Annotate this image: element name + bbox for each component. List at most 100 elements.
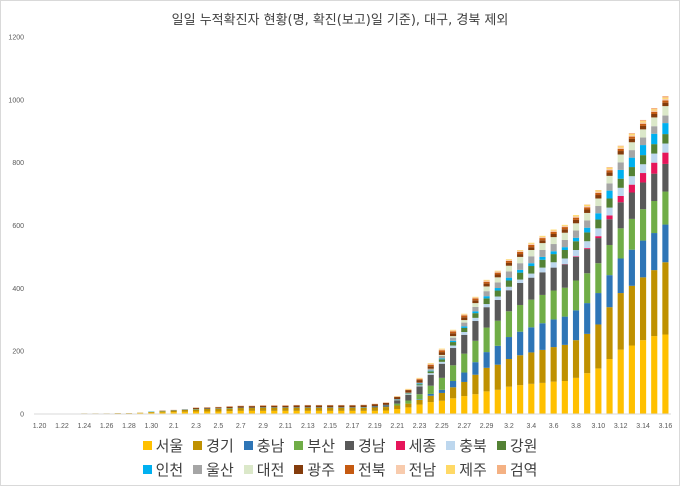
bar-segment-3.15-충남 [651, 233, 658, 271]
bar-segment-2.12-광주 [293, 405, 300, 408]
bar-segment-2.14-경기 [315, 407, 323, 411]
bar-segment-3.14-서울 [639, 340, 647, 414]
legend-item: 인천 [142, 459, 183, 480]
y-tick-label: 400 [12, 286, 24, 293]
bar-segment-3.3-인천 [517, 269, 524, 273]
bar-segment-3.2-강원 [505, 280, 513, 287]
bar-segment-2.28-강원 [472, 313, 479, 318]
bar-segment-2.24-부산 [427, 385, 434, 394]
bar-segment-3.13-강원 [628, 167, 635, 177]
bar-segment-2.28-경남 [472, 321, 479, 341]
bar-segment-3.2-경기 [505, 359, 513, 387]
bar-segment-2.14-광주 [315, 405, 323, 408]
bar-segment-3.15-검역 [651, 108, 658, 110]
bar-segment-2.22-경남 [405, 394, 412, 401]
bar-segment-3.9-경남 [584, 249, 591, 274]
bar-segment-2.29-대전 [483, 286, 490, 292]
x-tick-label: 3.12 [614, 423, 628, 430]
bar-segment-3.12-부산 [617, 228, 624, 259]
bar-segment-2.25-충북 [438, 361, 445, 364]
bar-segment-3.14-경기 [639, 277, 647, 341]
bar-segment-3.13-광주 [628, 138, 635, 143]
bar-segment-3.14-전북 [639, 123, 647, 126]
y-tick-label: 1000 [8, 97, 24, 104]
x-tick-label: 1.20 [33, 423, 47, 430]
bar-segment-2.4-서울 [204, 411, 211, 414]
bar-segment-2.25-서울 [438, 400, 445, 414]
legend-item: 강원 [496, 435, 537, 456]
bar-segment-2.7-서울 [237, 410, 244, 414]
bar-segment-3.1-제주 [494, 270, 501, 272]
bar-segment-2.26-서울 [450, 398, 457, 414]
bar-segment-3.4-서울 [528, 383, 535, 414]
bar-segment-2.29-전남 [483, 280, 490, 282]
bar-segment-3.1-광주 [494, 274, 501, 278]
bar-segment-2.23-충북 [416, 385, 423, 387]
bar-segment-3.14-검역 [639, 119, 647, 122]
bar-segment-3.15-대전 [651, 117, 658, 127]
bar-segment-2.23-서울 [416, 404, 423, 414]
bar-segment-3.5-대전 [539, 243, 546, 250]
legend-swatch [496, 464, 506, 474]
bar-segment-3.2-인천 [505, 277, 513, 281]
legend-swatch [345, 464, 354, 474]
bar-segment-3.6-전남 [550, 230, 557, 232]
bar-segment-3.8-전북 [572, 217, 580, 220]
bar-segment-2.9-광주 [260, 405, 267, 408]
bar-segment-3.11-검역 [606, 167, 613, 168]
bar-segment-2.25-경남 [438, 363, 445, 378]
bar-segment-2.6-광주 [226, 406, 233, 409]
bar-segment-2.23-인천 [416, 383, 423, 385]
legend-row: 인천 울산 대전 광주 전북 전남 제주 검역 [1, 457, 679, 481]
bar-segment-3.16-제주 [662, 97, 669, 99]
bar-segment-2.8-광주 [248, 406, 255, 408]
bar-segment-2.12-서울 [293, 410, 300, 414]
bar-segment-3.4-인천 [528, 263, 535, 267]
bar-segment-2.28-충남 [472, 362, 479, 375]
legend-swatch [142, 464, 152, 474]
bar-segment-2.16-서울 [338, 410, 345, 414]
bar-segment-3.2-울산 [505, 271, 513, 278]
bar-segment-2.29-울산 [483, 291, 490, 297]
legend-swatch [345, 440, 354, 450]
bar-segment-3.9-부산 [584, 273, 591, 304]
bar-segment-2.29-서울 [483, 391, 490, 414]
bar-segment-2.23-강원 [416, 384, 423, 386]
y-tick-label: 600 [12, 223, 24, 230]
bar-segment-3.1-서울 [494, 389, 501, 414]
x-tick-label: 2.13 [301, 423, 315, 430]
bar-segment-2.24-광주 [427, 366, 434, 369]
bar-segment-3.3-충북 [517, 279, 524, 283]
bar-segment-2.29-인천 [483, 296, 490, 299]
bar-segment-3.5-충북 [539, 267, 546, 273]
x-tick-label: 1.26 [100, 423, 114, 430]
x-tick-label: 2.7 [236, 423, 246, 430]
bar-segment-2.15-광주 [327, 405, 334, 408]
bar-segment-3.7-충북 [561, 258, 568, 265]
bar-segment-2.23-광주 [416, 380, 423, 383]
bar-segment-2.29-강원 [483, 298, 490, 305]
bar-segment-2.5-광주 [215, 407, 222, 409]
bar-segment-2.18-경기 [360, 407, 367, 411]
bar-segment-2.25-경기 [438, 392, 445, 401]
legend-label: 세종 [408, 436, 437, 455]
legend-item: 제주 [446, 459, 487, 480]
bar-segment-3.7-울산 [561, 239, 568, 248]
legend-label: 제주 [459, 460, 487, 479]
bar-segment-2.20-서울 [382, 410, 390, 414]
bar-segment-3.1-부산 [494, 320, 501, 346]
bar-segment-2.18-서울 [360, 410, 367, 414]
x-tick-label: 3.10 [592, 423, 606, 430]
bar-segment-2.27-광주 [461, 317, 468, 321]
bar-segment-3.13-울산 [628, 150, 635, 158]
bar-segment-3.6-경남 [550, 267, 557, 291]
legend-swatch [294, 440, 304, 450]
legend-label: 울산 [206, 460, 234, 479]
bar-segment-3.16-검역 [662, 96, 669, 98]
bar-segment-3.15-경남 [651, 173, 658, 201]
bar-segment-3.11-전남 [606, 168, 613, 171]
bar-segment-3.8-경남 [572, 256, 580, 281]
x-tick-label: 3.2 [504, 423, 514, 430]
bar-segment-2.13-서울 [304, 410, 311, 414]
bar-segment-3.12-제주 [617, 146, 624, 148]
